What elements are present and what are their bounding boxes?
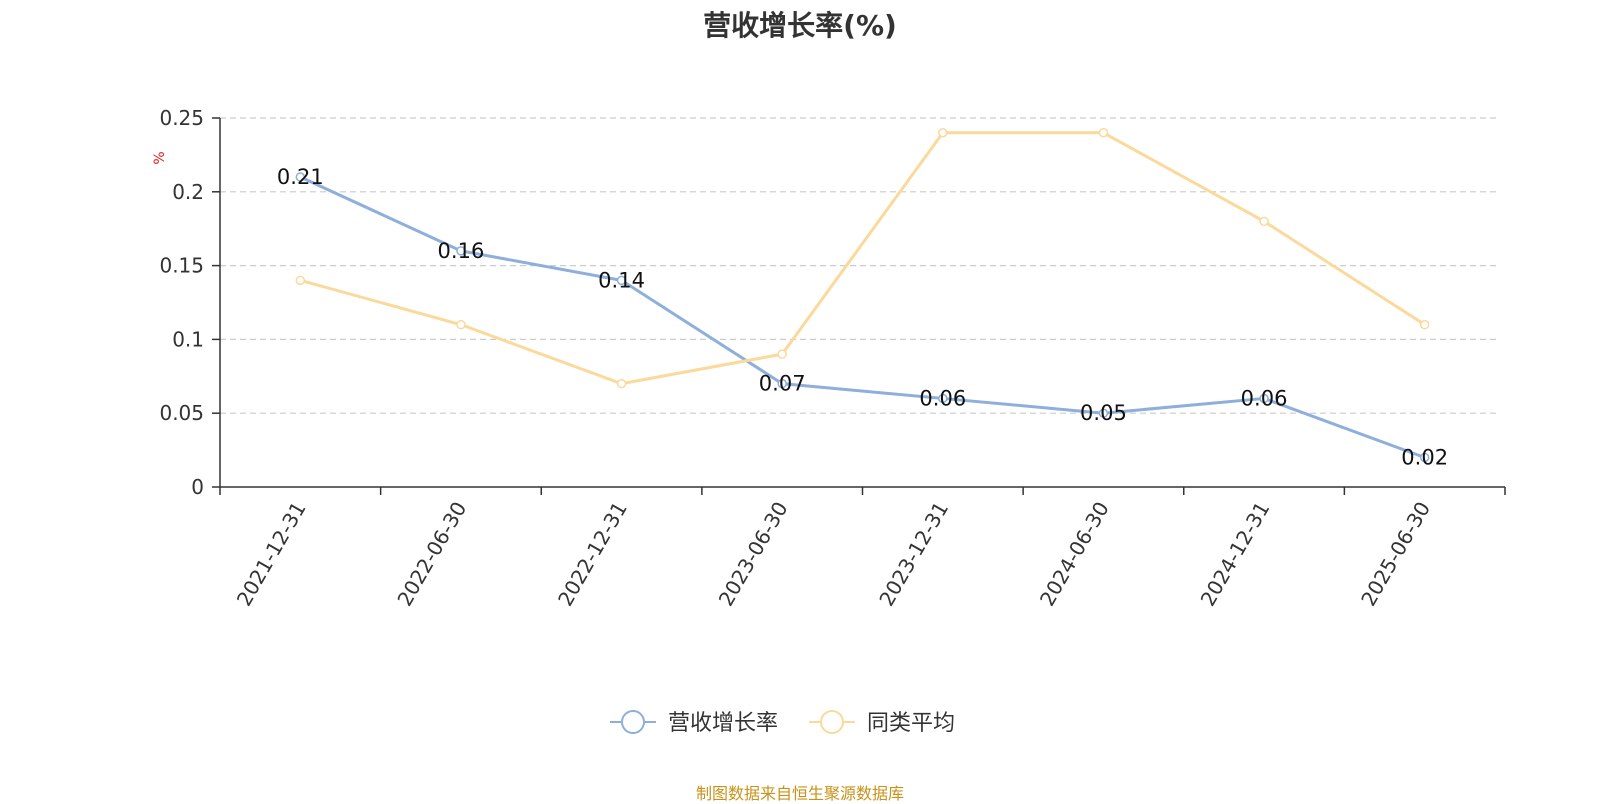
- x-tick-label: 2025-06-30: [1356, 498, 1435, 611]
- y-axis-unit: %: [152, 151, 168, 164]
- data-label: 0.21: [277, 165, 324, 189]
- x-tick-label: 2021-12-31: [232, 498, 311, 611]
- x-tick-label: 2024-06-30: [1035, 498, 1114, 611]
- legend-marker: [621, 710, 645, 734]
- y-tick-label: 0.05: [159, 401, 204, 425]
- data-point-1: [295, 275, 306, 286]
- data-label: 0.16: [438, 239, 485, 263]
- legend-marker: [820, 710, 844, 734]
- legend: 营收增长率 同类平均: [610, 710, 955, 736]
- data-point-1: [938, 128, 948, 138]
- series-line-1: [299, 131, 1426, 386]
- axes: 0 0.05 0.1 0.15 0.2 0.25% 2021-12-31 2022-06-30…: [152, 106, 1506, 611]
- x-tick-label: 2022-12-31: [553, 498, 632, 611]
- x-tick-label: 2023-12-31: [874, 498, 953, 611]
- data-label: 0.14: [598, 268, 645, 292]
- data-point-1: [1259, 216, 1269, 227]
- data-point-0: [616, 275, 627, 286]
- data-point-1: [616, 378, 627, 389]
- chart-title: 营收增长率(%): [703, 9, 897, 42]
- y-tick-label: 0.2: [172, 180, 204, 204]
- y-tick-label: 0.1: [172, 327, 204, 351]
- y-tick-label: 0: [191, 475, 204, 499]
- data-point-1: [456, 319, 466, 330]
- data-label: 0.07: [759, 372, 806, 396]
- data-label: 0.05: [1080, 401, 1127, 425]
- data-point-0: [1419, 452, 1430, 463]
- data-label: 0.06: [1241, 386, 1288, 410]
- data-point-0: [295, 172, 306, 182]
- data-label: 0.06: [919, 386, 966, 410]
- data-point-0: [777, 378, 787, 389]
- legend-label: 同类平均: [867, 711, 955, 736]
- series-lines: [295, 128, 1430, 463]
- x-tick-label: 2022-06-30: [392, 498, 471, 611]
- data-source-note: 制图数据来自恒生聚源数据库: [695, 784, 904, 803]
- data-point-0: [1098, 408, 1109, 418]
- data-point-1: [1419, 319, 1430, 330]
- data-label: 0.02: [1401, 445, 1448, 469]
- legend-item-0: 营收增长率: [610, 710, 778, 736]
- x-tick-label: 2024-12-31: [1195, 498, 1274, 611]
- data-point-1: [777, 349, 787, 359]
- data-point-0: [938, 393, 948, 404]
- grid-lines: [220, 117, 1500, 414]
- y-tick-label: 0.15: [159, 254, 204, 278]
- data-point-0: [1259, 393, 1269, 404]
- legend-label: 营收增长率: [668, 711, 778, 736]
- data-point-1: [1098, 128, 1109, 138]
- series-line-0: [299, 175, 1426, 459]
- data-labels: 0.21 0.16 0.14 0.07 0.06 0.05 0.06 0.02: [277, 165, 1448, 469]
- legend-item-1: 同类平均: [809, 710, 955, 736]
- data-point-0: [456, 246, 466, 256]
- x-tick-label: 2023-06-30: [714, 498, 793, 611]
- y-tick-label: 0.25: [159, 106, 204, 130]
